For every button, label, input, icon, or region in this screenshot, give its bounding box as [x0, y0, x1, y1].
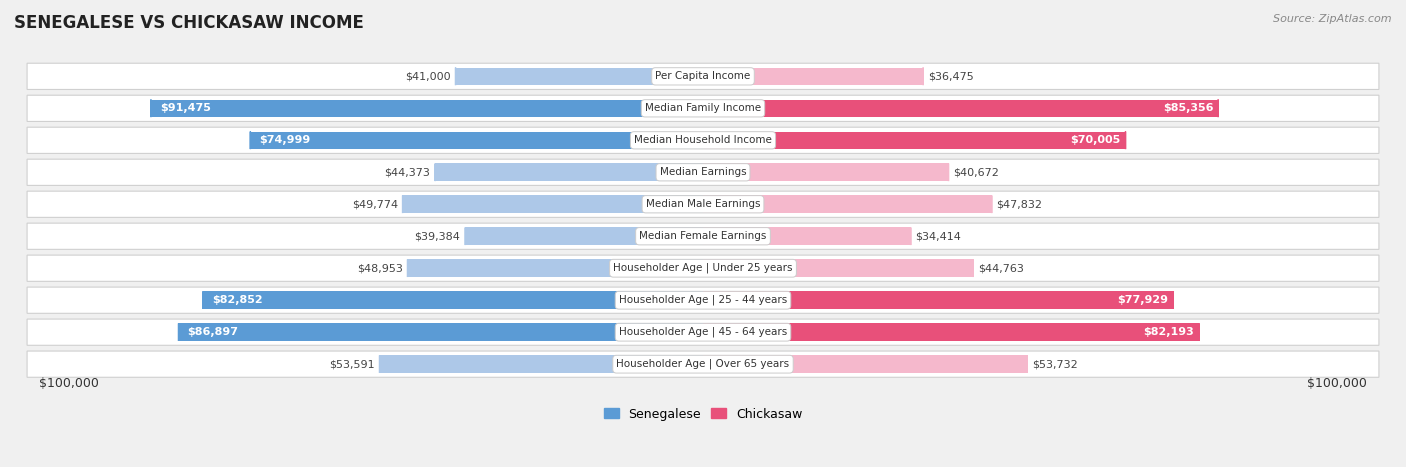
Text: $85,356: $85,356: [1163, 103, 1213, 113]
FancyBboxPatch shape: [27, 223, 1379, 249]
Bar: [380, 355, 703, 373]
Bar: [150, 99, 703, 117]
Text: $82,852: $82,852: [212, 295, 263, 305]
Text: SENEGALESE VS CHICKASAW INCOME: SENEGALESE VS CHICKASAW INCOME: [14, 14, 364, 32]
Text: Householder Age | Over 65 years: Householder Age | Over 65 years: [616, 359, 790, 369]
Text: Householder Age | Under 25 years: Householder Age | Under 25 years: [613, 263, 793, 274]
Bar: [703, 227, 911, 245]
Bar: [703, 132, 1125, 149]
Bar: [179, 323, 703, 341]
Text: Median Male Earnings: Median Male Earnings: [645, 199, 761, 209]
Text: Median Female Earnings: Median Female Earnings: [640, 231, 766, 241]
FancyBboxPatch shape: [27, 191, 1379, 217]
Bar: [408, 260, 703, 277]
Text: Median Household Income: Median Household Income: [634, 135, 772, 145]
Bar: [202, 291, 703, 309]
Bar: [703, 291, 1174, 309]
Bar: [456, 68, 703, 85]
Bar: [703, 260, 973, 277]
FancyBboxPatch shape: [27, 159, 1379, 185]
Text: Per Capita Income: Per Capita Income: [655, 71, 751, 81]
Bar: [703, 355, 1028, 373]
Text: $49,774: $49,774: [352, 199, 398, 209]
Text: Householder Age | 25 - 44 years: Householder Age | 25 - 44 years: [619, 295, 787, 305]
Text: $53,591: $53,591: [329, 359, 375, 369]
Text: $77,929: $77,929: [1118, 295, 1168, 305]
Bar: [703, 68, 924, 85]
FancyBboxPatch shape: [27, 255, 1379, 281]
Bar: [703, 323, 1199, 341]
Text: $34,414: $34,414: [915, 231, 962, 241]
Text: $44,763: $44,763: [979, 263, 1024, 273]
FancyBboxPatch shape: [27, 127, 1379, 154]
Text: $74,999: $74,999: [260, 135, 311, 145]
FancyBboxPatch shape: [27, 319, 1379, 345]
FancyBboxPatch shape: [27, 95, 1379, 121]
Text: $39,384: $39,384: [415, 231, 461, 241]
Legend: Senegalese, Chickasaw: Senegalese, Chickasaw: [599, 403, 807, 425]
Text: Householder Age | 45 - 64 years: Householder Age | 45 - 64 years: [619, 327, 787, 338]
FancyBboxPatch shape: [27, 287, 1379, 313]
Text: $91,475: $91,475: [160, 103, 211, 113]
Bar: [703, 196, 991, 213]
FancyBboxPatch shape: [27, 63, 1379, 90]
Bar: [402, 196, 703, 213]
Text: Source: ZipAtlas.com: Source: ZipAtlas.com: [1274, 14, 1392, 24]
Bar: [703, 163, 949, 181]
FancyBboxPatch shape: [27, 351, 1379, 377]
Text: $36,475: $36,475: [928, 71, 974, 81]
Text: $82,193: $82,193: [1143, 327, 1194, 337]
Text: $47,832: $47,832: [997, 199, 1042, 209]
Text: Median Family Income: Median Family Income: [645, 103, 761, 113]
Bar: [250, 132, 703, 149]
Bar: [465, 227, 703, 245]
Bar: [436, 163, 703, 181]
Text: Median Earnings: Median Earnings: [659, 167, 747, 177]
Text: $48,953: $48,953: [357, 263, 402, 273]
Text: $100,000: $100,000: [1308, 377, 1367, 390]
Text: $86,897: $86,897: [187, 327, 239, 337]
Text: $40,672: $40,672: [953, 167, 1000, 177]
Text: $100,000: $100,000: [39, 377, 98, 390]
Text: $44,373: $44,373: [384, 167, 430, 177]
Bar: [703, 99, 1218, 117]
Text: $41,000: $41,000: [405, 71, 451, 81]
Text: $70,005: $70,005: [1070, 135, 1121, 145]
Text: $53,732: $53,732: [1032, 359, 1078, 369]
